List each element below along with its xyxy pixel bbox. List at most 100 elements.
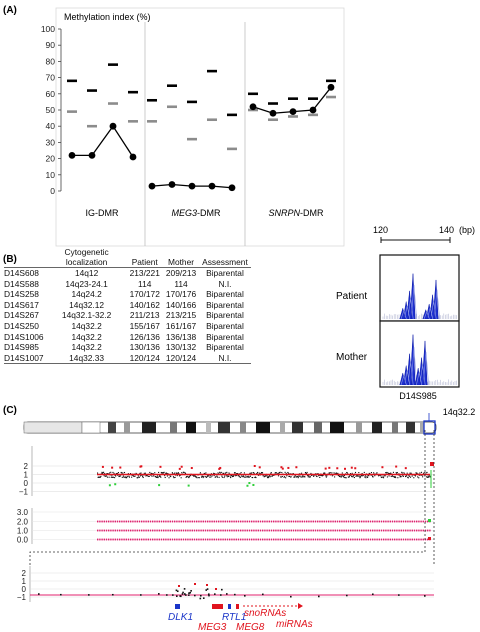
cn-point [262, 475, 264, 477]
baf-point [299, 520, 301, 523]
cn-point [213, 472, 215, 474]
baf-point [264, 529, 266, 532]
cn-point [333, 472, 335, 474]
table-cell-cytogenetic: 14q32.12 [69, 299, 105, 310]
zoom-point [176, 595, 178, 598]
baf-point [321, 538, 323, 541]
cn-point [309, 476, 311, 478]
cn-point [260, 472, 262, 475]
meg3-gene-mark [212, 604, 223, 609]
allele-peak [409, 334, 416, 385]
baf-point [365, 538, 367, 541]
cn-point [337, 472, 339, 474]
cn-point [298, 475, 300, 477]
cn-point [143, 472, 145, 474]
baf-point [127, 529, 130, 532]
baf-point [165, 529, 167, 532]
baf-point [244, 520, 246, 523]
baf-point [398, 538, 400, 541]
table-cell-locus: D14S267 [4, 310, 39, 321]
table-row: D14S267 14q32.1-32.2 211/213 213/215 Biparen… [4, 310, 251, 321]
baf-point [427, 529, 429, 532]
baf-point [180, 538, 182, 541]
cn-gain-point [101, 465, 104, 468]
table-cell-patient: 114 [138, 278, 152, 289]
cn-point [157, 477, 159, 479]
cn-point [211, 475, 213, 477]
baf-point [264, 538, 266, 541]
cn-point [104, 475, 106, 477]
cn-point [236, 474, 238, 477]
header-locus [4, 247, 47, 268]
cn-point [160, 476, 162, 478]
cn-point [357, 475, 359, 477]
table-cell-locus: D14S985 [4, 342, 39, 353]
cn-point [106, 473, 108, 475]
baf-point [374, 538, 376, 541]
cn-point [101, 473, 104, 475]
gene-label-rtl1: RTL1 [222, 612, 246, 623]
panel-c-label: (C) [3, 405, 17, 416]
table-cell-locus: D14S258 [4, 289, 39, 300]
baf-point [303, 529, 306, 532]
cn-point [319, 476, 321, 479]
cn-point [353, 474, 355, 477]
cn-point [209, 476, 211, 478]
baf-point [367, 529, 369, 532]
baf-point [248, 520, 251, 523]
patient-point [129, 153, 137, 161]
cn-point [312, 474, 314, 476]
baf-point [347, 538, 350, 541]
cn-point [158, 475, 160, 478]
zoom-point [372, 593, 374, 596]
baf-point [336, 529, 339, 532]
baf-point [138, 538, 141, 541]
baf-point [171, 538, 174, 541]
allele-peak [421, 340, 428, 385]
baf-point [292, 529, 295, 532]
cn-point [324, 472, 326, 474]
zoom-point [208, 594, 210, 597]
baf-point [325, 538, 328, 541]
patient-point [208, 182, 216, 190]
cn-point [206, 476, 208, 478]
cn-point [379, 474, 381, 476]
table-row: D14S1006 14q32.2 126/136 136/138 Biparental [4, 332, 251, 343]
cn-gain-point [280, 466, 283, 469]
baf-point [185, 520, 187, 523]
baf-point [350, 520, 352, 523]
baf-point [365, 520, 367, 523]
baf-point [233, 520, 235, 523]
baf-point [343, 520, 345, 523]
baf-point [259, 529, 262, 532]
cn-point [368, 475, 370, 477]
cn-point [172, 473, 174, 475]
cn-point [110, 476, 112, 478]
allele-shoulder [404, 305, 411, 319]
chromosome-band [356, 422, 362, 433]
baf-point [352, 520, 354, 523]
baf-point [154, 520, 156, 523]
baf-point [308, 520, 310, 523]
table-cell-cytogenetic: 14q32.2 [71, 320, 102, 331]
cn-point [183, 471, 185, 473]
zoom-point [38, 593, 40, 595]
baf-point [138, 520, 141, 523]
cn-point [144, 472, 146, 474]
cn-point [409, 476, 412, 478]
cn-point [121, 476, 123, 478]
cn-point [285, 477, 287, 479]
baf-point [253, 538, 255, 541]
baf-point [394, 520, 396, 523]
baf-point [376, 529, 378, 532]
cn-point [237, 472, 239, 475]
baf-point [352, 529, 354, 532]
cn-point [170, 476, 172, 478]
patient-point [289, 108, 297, 116]
baf-point [288, 538, 290, 541]
cn-point [355, 475, 357, 477]
baf-point [163, 529, 165, 532]
baf-point [301, 529, 303, 532]
baf-point [134, 529, 136, 532]
cn-point [348, 476, 350, 478]
